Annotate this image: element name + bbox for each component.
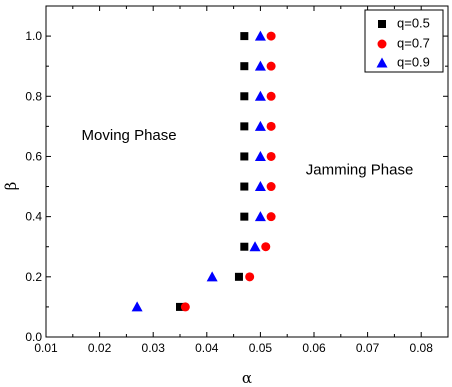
annotation-jamming-phase: Jamming Phase bbox=[306, 162, 414, 179]
y-tick-label: 0.6 bbox=[25, 149, 42, 163]
legend: q=0.5 q=0.7 q=0.9 bbox=[364, 9, 444, 73]
plot-frame bbox=[45, 5, 449, 338]
data-point-circle bbox=[266, 31, 276, 41]
data-point-square bbox=[176, 302, 184, 311]
legend-label-q05: q=0.5 bbox=[397, 15, 430, 30]
data-point-triangle bbox=[254, 150, 266, 161]
y-axis-title: β bbox=[2, 182, 20, 191]
x-axis: 0.01 0.02 0.03 0.04 0.05 0.06 0.07 0.08 bbox=[34, 6, 433, 355]
legend-marker-triangle bbox=[376, 57, 388, 68]
data-point-square bbox=[240, 212, 249, 221]
data-point-triangle bbox=[254, 120, 266, 131]
legend-markers bbox=[376, 20, 388, 68]
x-axis-title: α bbox=[242, 369, 252, 387]
data-point-triangle bbox=[254, 181, 266, 192]
x-tick-label: 0.07 bbox=[356, 341, 380, 355]
x-tick-label: 0.05 bbox=[249, 341, 273, 355]
data-point-circle bbox=[180, 302, 190, 312]
annotation-moving-phase: Moving Phase bbox=[82, 127, 177, 144]
x-tick-label: 0.06 bbox=[302, 341, 326, 355]
legend-marker-circle bbox=[377, 39, 387, 49]
data-point-triangle bbox=[254, 30, 266, 41]
data-point-triangle bbox=[249, 241, 261, 252]
x-tick-label: 0.02 bbox=[88, 341, 112, 355]
data-point-square bbox=[240, 92, 249, 101]
data-point-square bbox=[234, 272, 243, 281]
data-markers bbox=[131, 30, 276, 312]
data-point-circle bbox=[266, 182, 276, 192]
y-axis: 0.0 0.2 0.4 0.6 0.8 1.0 bbox=[25, 5, 448, 344]
data-point-square bbox=[240, 122, 249, 131]
data-point-circle bbox=[266, 61, 276, 71]
data-point-square bbox=[240, 32, 249, 41]
data-point-circle bbox=[266, 121, 276, 131]
data-point-triangle bbox=[254, 211, 266, 222]
y-tick-label: 0.8 bbox=[25, 89, 42, 103]
data-point-circle bbox=[245, 272, 255, 282]
legend-label-q09: q=0.9 bbox=[397, 54, 430, 69]
y-tick-label: 0.4 bbox=[25, 210, 42, 224]
data-point-triangle bbox=[254, 90, 266, 101]
x-tick-label: 0.03 bbox=[142, 341, 166, 355]
data-point-triangle bbox=[131, 301, 143, 312]
x-tick-label: 0.08 bbox=[410, 341, 434, 355]
data-point-square bbox=[240, 152, 249, 161]
data-point-circle bbox=[266, 91, 276, 101]
data-point-square bbox=[240, 62, 249, 71]
data-point-triangle bbox=[254, 60, 266, 71]
y-tick-label: 0.2 bbox=[25, 270, 42, 284]
data-point-circle bbox=[266, 151, 276, 161]
data-point-square bbox=[240, 182, 249, 191]
data-point-square bbox=[240, 242, 249, 251]
y-tick-label: 1.0 bbox=[25, 29, 42, 43]
legend-marker-square bbox=[378, 20, 386, 28]
x-tick-label: 0.04 bbox=[195, 341, 219, 355]
y-tick-label: 0.0 bbox=[25, 330, 42, 344]
x-tick-label: 0.01 bbox=[34, 341, 58, 355]
legend-label-q07: q=0.7 bbox=[397, 35, 430, 50]
data-point-circle bbox=[266, 212, 276, 222]
data-point-triangle bbox=[206, 271, 218, 282]
data-point-circle bbox=[261, 242, 271, 252]
